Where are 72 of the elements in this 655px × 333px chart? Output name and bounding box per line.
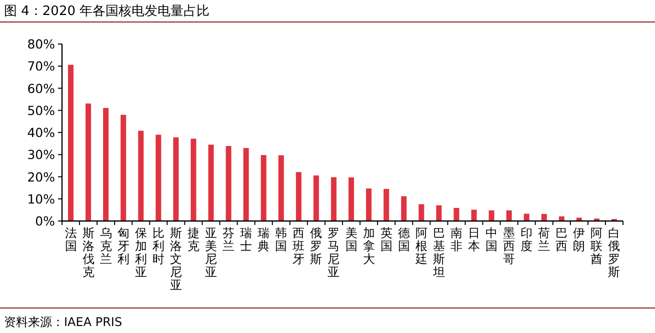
x-tick-label: 荷兰 [538,226,550,253]
x-tick-label: 中国 [486,226,498,253]
bar [384,188,390,221]
bar [366,188,372,221]
x-tick-label: 捷克 [187,226,200,253]
bar [208,144,214,221]
x-tick-label: 西班牙 [292,226,305,266]
bar [313,175,319,221]
bar [138,130,144,221]
x-tick-label: 瑞士 [240,226,252,253]
y-tick-label: 80% [27,36,56,52]
y-tick-label: 0% [35,214,56,228]
bar [86,104,92,221]
x-tick-label: 英国 [380,226,392,253]
x-tick-label: 德国 [398,226,410,253]
y-tick-label: 70% [27,58,56,74]
x-tick-label: 斯洛文尼亚 [170,226,182,292]
y-tick-label: 10% [27,191,56,206]
bar [243,148,249,221]
x-tick-label: 阿联酋 [590,226,603,266]
y-tick-label: 20% [27,169,56,184]
x-tick-label: 比利时 [152,226,164,266]
bar [120,114,126,221]
chart-title: 图 4：2020 年各国核电发电量占比 [4,4,210,19]
x-tick-label: 墨西哥 [503,226,516,266]
bar [576,218,582,221]
bar [506,210,512,221]
x-tick-label: 阿根廷 [414,226,428,266]
x-tick-label: 匈牙利 [117,226,130,266]
bar [488,210,494,221]
x-tick-label: 罗马尼亚 [328,226,340,279]
x-tick-label: 加拿大 [362,226,375,266]
x-tick-label: 瑞典 [258,226,270,253]
y-tick-label: 40% [27,125,56,140]
bar [173,137,179,221]
bar [524,214,530,221]
bar [226,146,232,221]
x-tick-label: 巴西 [556,226,568,253]
bar [103,108,109,221]
x-tick-label: 法国 [64,226,77,253]
y-tick-label: 30% [27,147,56,162]
x-tick-label: 印度 [520,226,533,253]
y-tick-label: 50% [27,102,56,118]
x-tick-label: 伊朗 [573,226,586,253]
bar [156,134,162,221]
bar [454,208,460,221]
x-tick-label: 巴基斯坦 [432,226,445,279]
x-tick-label: 乌克兰 [100,226,112,266]
bar [260,155,266,221]
bar [541,214,547,221]
bar [418,204,424,221]
x-tick-label: 斯洛伐克 [82,226,94,279]
y-tick-label: 60% [27,80,56,96]
x-tick-label: 美国 [345,226,358,253]
bar [401,196,407,221]
x-tick-label: 芬兰 [222,226,235,253]
bar [436,205,442,221]
x-tick-label: 亚美尼亚 [205,226,218,279]
text: 资料来源：IAEA PRIS [4,315,122,329]
x-tick-label: 南非 [450,226,462,253]
bar [330,177,336,221]
bar [296,172,302,221]
bar [278,155,284,221]
bar [190,138,196,221]
bar [471,210,477,221]
x-tick-label: 保加利亚 [134,226,147,279]
x-tick-label: 日本 [468,226,480,253]
x-tick-label: 白俄罗斯 [608,226,620,279]
bar [348,177,354,221]
bar [68,64,74,221]
x-tick-label: 俄罗斯 [310,226,322,266]
x-tick-label: 韩国 [275,226,288,253]
